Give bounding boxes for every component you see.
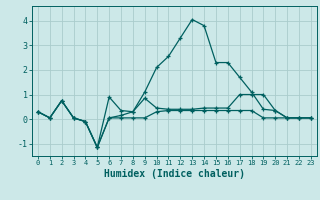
X-axis label: Humidex (Indice chaleur): Humidex (Indice chaleur) [104, 169, 245, 179]
